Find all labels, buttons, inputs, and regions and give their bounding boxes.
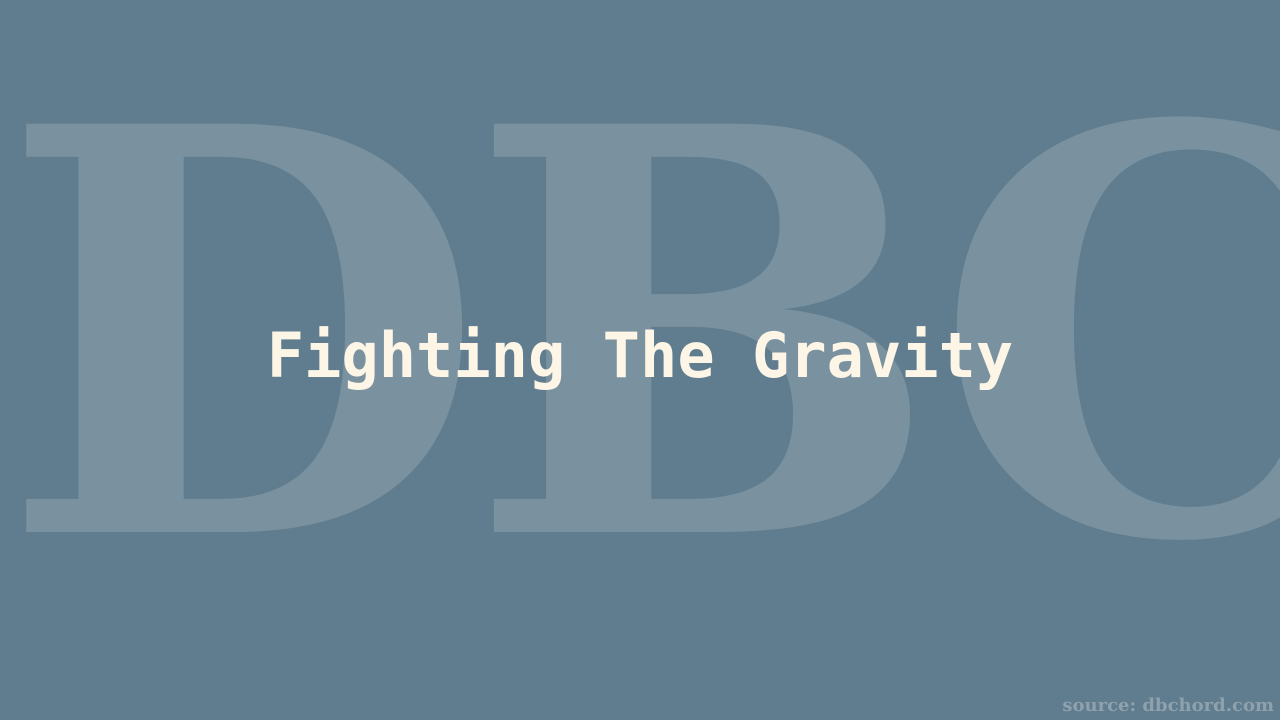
watermark-logo-text: DBC [0, 7, 1280, 665]
song-title: Fighting The Gravity [266, 319, 1014, 392]
source-credit: source: dbchord.com [1062, 695, 1274, 716]
